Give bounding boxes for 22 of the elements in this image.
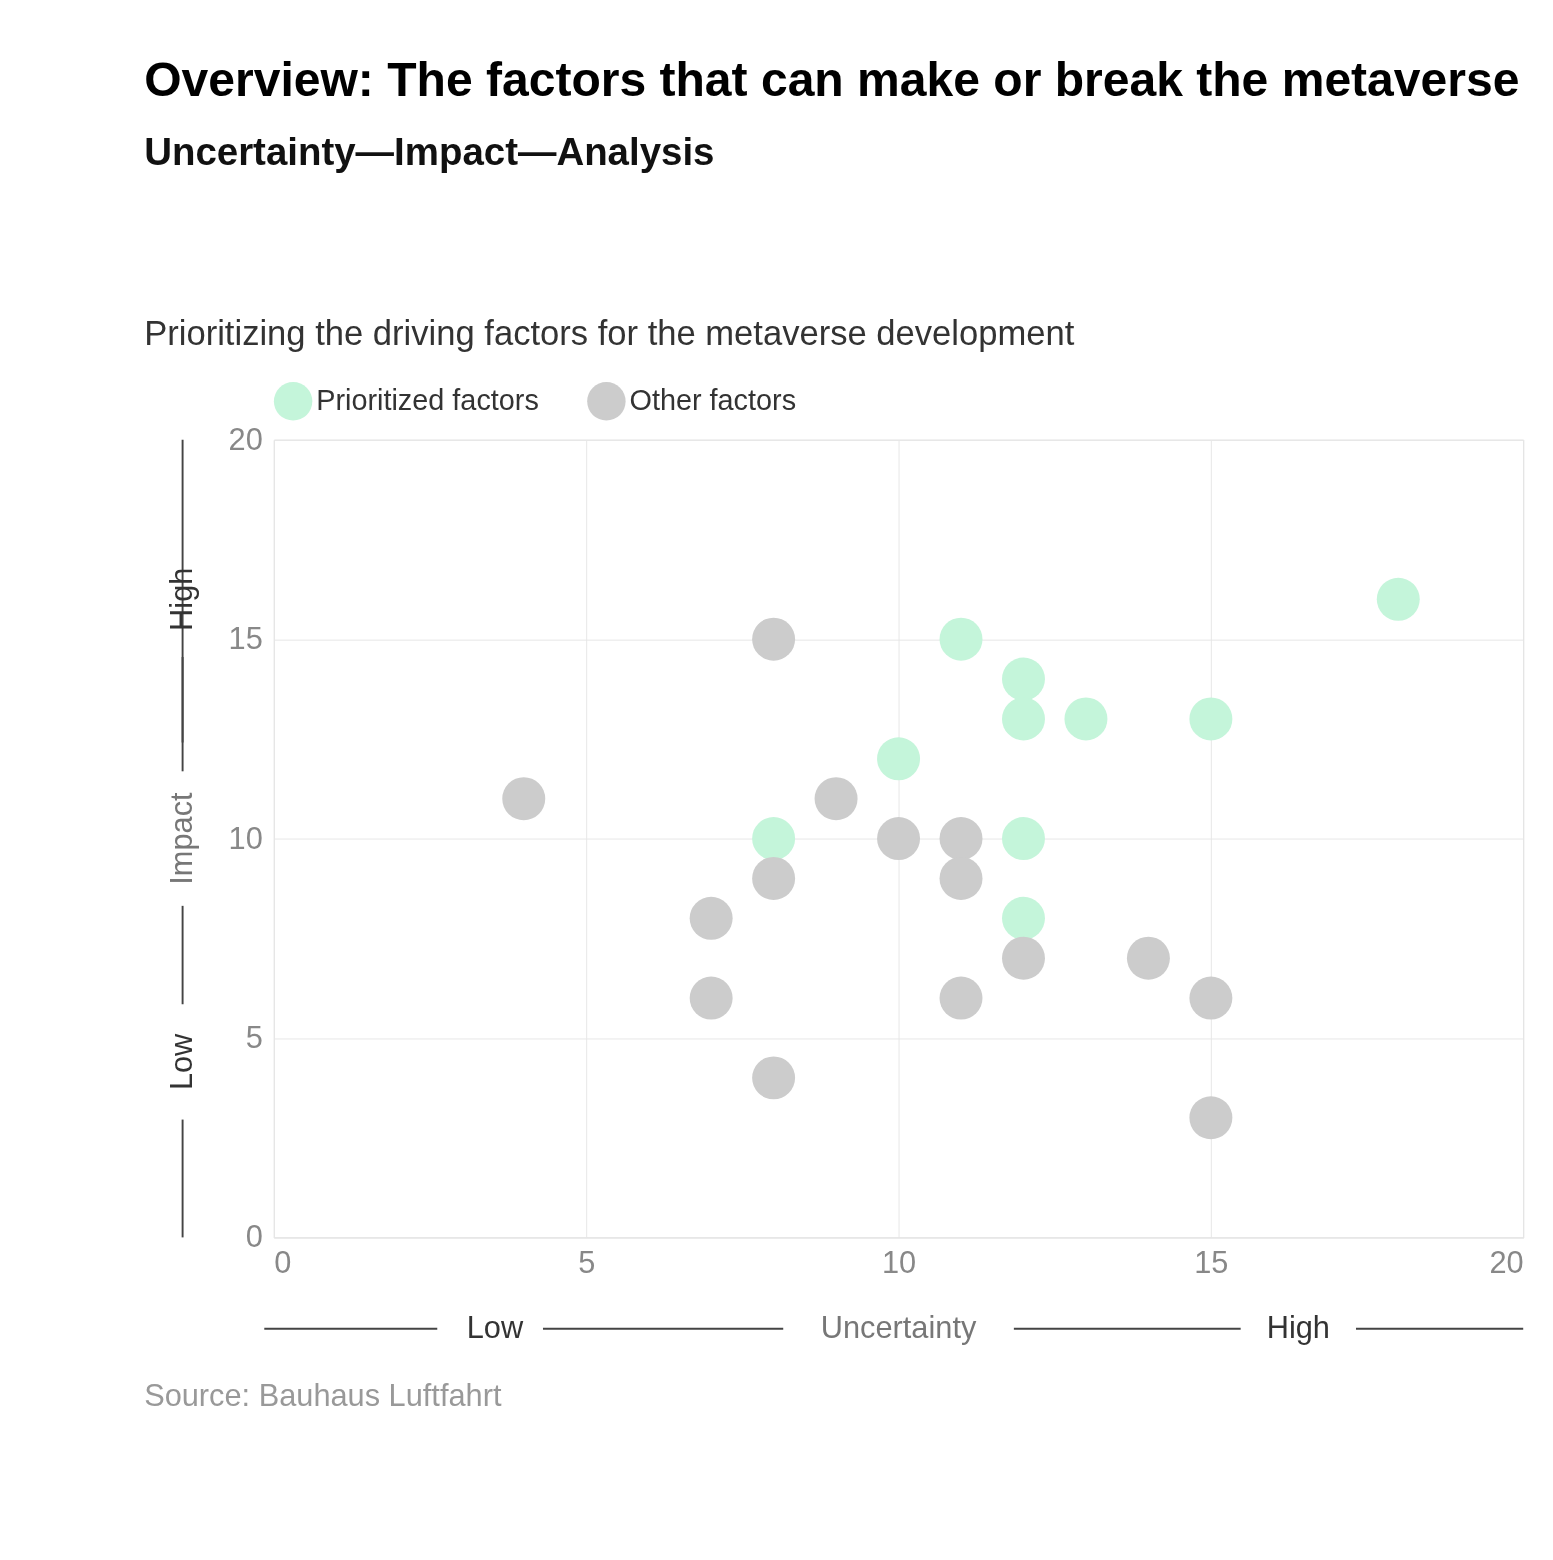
text: Prioritizing the driving factors for the metaverse development <box>144 313 1075 352</box>
x-axis-title: Uncertainty <box>820 1310 977 1346</box>
y-tick-label: 15 <box>228 621 263 657</box>
y-tick-label: 20 <box>228 421 263 457</box>
chart-subtitle: Uncertainty—Impact—Analysis <box>144 129 715 173</box>
chart-title: Overview: The factors that can make or break the metaverse <box>144 52 1520 106</box>
legend-label: Other factors <box>629 383 797 416</box>
y-tick-label: 5 <box>245 1020 263 1056</box>
text: High <box>1266 1310 1330 1346</box>
x-tick-label: 5 <box>578 1245 596 1281</box>
x-tick-label: 0 <box>274 1245 292 1281</box>
text: High <box>164 567 200 631</box>
y-tick-label: 10 <box>228 820 263 856</box>
y-axis-title: Impact <box>164 791 200 885</box>
x-tick-label: 10 <box>881 1245 917 1281</box>
text: Low <box>466 1310 524 1346</box>
legend-label: Prioritized factors <box>316 383 539 416</box>
x-tick-label: 15 <box>1194 1245 1229 1281</box>
source-note: Source: Bauhaus Luftfahrt <box>144 1377 502 1413</box>
x-tick-label: 20 <box>1489 1245 1524 1281</box>
text: Low <box>164 1032 200 1091</box>
y-tick-label: 0 <box>245 1219 263 1255</box>
